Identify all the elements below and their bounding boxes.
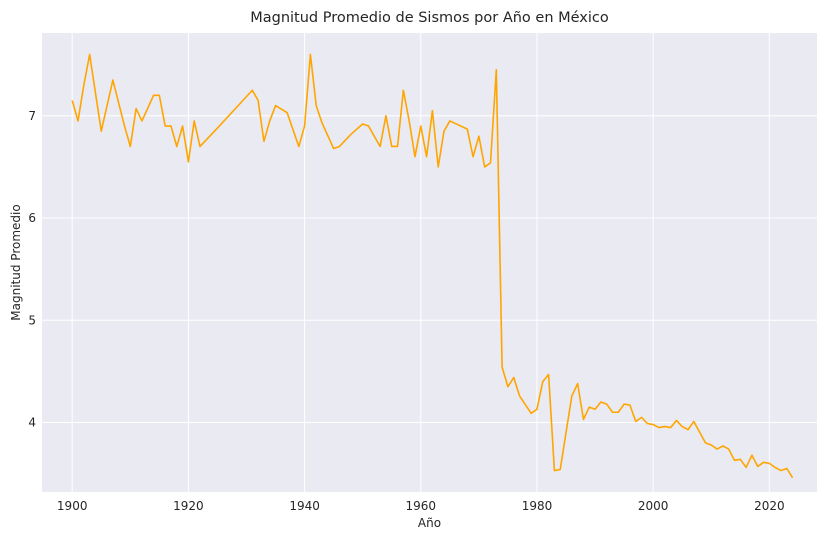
x-tick-label: 1920	[173, 499, 204, 513]
x-tick-label: 1980	[522, 499, 553, 513]
series-group	[71, 53, 794, 479]
y-tick-label: 4	[28, 415, 36, 429]
x-tick-label: 1940	[289, 499, 320, 513]
chart-title: Magnitud Promedio de Sismos por Año en M…	[250, 10, 609, 26]
plot-area	[42, 33, 817, 492]
series-line	[71, 53, 794, 479]
y-tick-label: 7	[28, 109, 36, 123]
grid-lines	[42, 33, 817, 492]
x-tick-label: 1960	[406, 499, 437, 513]
x-tick-label: 1900	[57, 499, 88, 513]
y-tick-label: 5	[28, 313, 36, 327]
y-tick-label: 6	[28, 211, 36, 225]
y-axis-label: Magnitud Promedio	[9, 204, 23, 320]
y-axis-ticks: 4 5 6 7	[28, 109, 36, 430]
x-axis-label: Año	[418, 516, 441, 530]
x-axis-ticks: 1900 1920 1940 1960 1980 2000 2020	[57, 499, 785, 513]
x-tick-label: 2000	[638, 499, 669, 513]
x-tick-label: 2020	[754, 499, 785, 513]
